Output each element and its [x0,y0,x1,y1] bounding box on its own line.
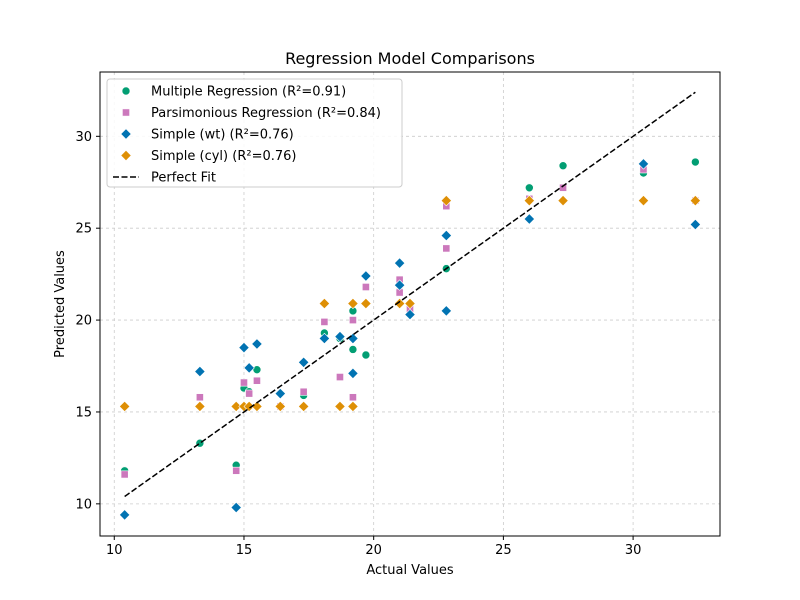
legend-entry: Multiple Regression (R²=0.91) [121,85,346,100]
data-point [440,305,452,317]
data-point [393,297,406,310]
y-tick-label: 15 [75,405,92,420]
x-axis-label: Actual Values [366,563,454,578]
chart-title: Regression Model Comparisons [285,49,535,68]
legend-label: Multiple Regression (R²=0.91) [151,85,346,100]
data-point [557,195,569,207]
data-point [393,279,406,291]
x-tick-label: 15 [236,543,253,558]
legend-box [106,78,403,188]
data-point [404,297,416,310]
data-point [251,338,263,350]
x-tick-label: 20 [365,543,382,558]
plot-area-frame [99,71,721,537]
data-point [347,367,359,379]
data-point [232,466,241,475]
data-point [320,318,329,326]
data-point [194,365,206,378]
legend-label: Simple (cyl) (R²=0.76) [151,149,296,164]
data-point [298,356,310,368]
data-point [689,218,701,231]
data-point [336,373,344,381]
y-axis-label: Predicted Values [53,250,68,358]
data-point [361,283,370,291]
axis-ticks: 10 15 20 25 30 10 15 20 25 30 [75,130,641,558]
data-point [252,365,262,374]
legend-marker [120,128,132,140]
data-point [120,470,129,479]
data-point [274,400,286,413]
data-point [637,158,650,170]
data-point [243,362,255,374]
data-series [119,91,701,521]
legend-label: Simple (wt) (R²=0.76) [151,128,294,143]
data-point [360,297,372,310]
data-point [348,345,358,354]
y-tick-label: 30 [75,130,92,145]
grid-lines [100,72,720,536]
data-point [347,400,359,413]
data-point [298,400,310,413]
legend-marker [120,149,132,162]
data-point [440,195,452,207]
legend-entry: Perfect Fit [113,171,216,186]
data-point [637,195,650,207]
data-point [194,400,206,413]
data-point [523,213,535,225]
y-tick-label: 20 [75,314,92,329]
data-point [243,400,255,413]
data-point [230,501,242,514]
y-tick-label: 10 [75,497,92,512]
legend-marker [122,108,130,117]
data-point [691,157,700,167]
data-point [349,316,357,324]
data-point [404,308,416,321]
data-point [238,342,250,354]
series-4 [119,195,701,413]
data-point [442,244,451,253]
data-point [440,229,452,242]
data-point [393,257,406,269]
data-point [334,400,346,413]
data-point [318,332,331,345]
data-point [230,400,242,413]
data-point [240,378,248,387]
data-point [689,195,701,207]
x-tick-label: 25 [495,543,512,558]
data-point [525,183,534,193]
data-point [361,350,371,360]
data-point [245,389,254,398]
data-point [299,387,308,396]
x-tick-label: 30 [625,543,642,558]
legend-entry: Parsimonious Regression (R²=0.84) [122,106,381,121]
legend-entry: Simple (wt) (R²=0.76) [120,128,294,143]
legend-label: Parsimonious Regression (R²=0.84) [151,106,381,121]
data-point [195,393,204,402]
legend-entries: Multiple Regression (R²=0.91) Parsimoniou… [113,85,381,186]
series-3 [119,158,701,521]
legend: Multiple Regression (R²=0.91) Parsimoniou… [106,78,403,188]
data-point [559,183,567,192]
data-point [119,400,131,413]
perfect-fit-line [124,91,696,498]
data-point [558,161,568,171]
legend-label: Perfect Fit [151,171,216,186]
data-point [349,393,357,402]
series-5 [124,91,696,498]
data-point [318,297,331,310]
data-point [523,195,535,207]
data-point [119,509,131,521]
data-point [334,330,346,343]
data-point [274,387,286,400]
x-tick-label: 10 [106,543,123,558]
legend-marker [121,86,131,96]
legend-entry: Simple (cyl) (R²=0.76) [120,149,296,164]
data-point [360,270,372,282]
data-point [253,376,261,385]
y-tick-label: 25 [75,222,92,237]
data-point [347,297,359,310]
